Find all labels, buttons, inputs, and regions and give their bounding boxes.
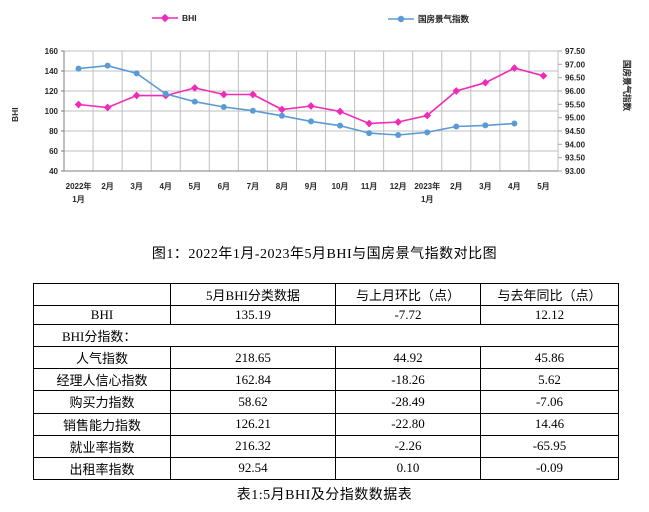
table-cell: -0.09	[480, 456, 619, 481]
table-header-cell: 5月BHI分类数据	[170, 282, 336, 307]
table-row: BHI分指数：	[33, 323, 619, 348]
svg-text:1月: 1月	[72, 195, 84, 204]
row-label: 出租率指数	[33, 456, 171, 481]
table-cell: 216.32	[170, 434, 336, 458]
right-axis-title: 国房景气指数	[622, 60, 632, 112]
svg-text:8月: 8月	[276, 182, 288, 191]
bhi-comparison-chart: BHI 国房景气指数 160 140 120 100 80 60 40 97.50 97.00 96…	[0, 0, 649, 235]
svg-text:2022年: 2022年	[66, 181, 92, 191]
svg-text:100: 100	[45, 107, 59, 116]
table-cell: 126.21	[170, 412, 336, 436]
svg-text:2月: 2月	[101, 182, 113, 191]
svg-text:6月: 6月	[218, 182, 230, 191]
table-row: 购买力指数 58.62 -28.49 -7.06	[33, 390, 619, 414]
table-row: 人气指数 218.65 44.92 45.86	[33, 346, 619, 370]
table-cell: -2.26	[335, 434, 481, 458]
svg-text:4月: 4月	[159, 182, 171, 191]
table-cell: 5.62	[480, 368, 619, 392]
table-header-cell	[33, 282, 171, 307]
svg-text:2023年: 2023年	[414, 181, 440, 191]
row-label: 经理人信心指数	[33, 368, 171, 392]
svg-text:4月: 4月	[508, 182, 520, 191]
svg-text:60: 60	[49, 147, 58, 156]
row-label: 就业率指数	[33, 434, 171, 458]
row-label: 人气指数	[33, 346, 171, 370]
table-cell: 92.54	[170, 456, 336, 481]
svg-text:95.00: 95.00	[565, 114, 586, 123]
table-cell: 58.62	[170, 390, 336, 414]
svg-text:94.50: 94.50	[565, 127, 586, 136]
svg-text:95.50: 95.50	[565, 100, 586, 109]
svg-text:3月: 3月	[479, 182, 491, 191]
table-cell: 135.19	[170, 305, 336, 325]
svg-text:93.00: 93.00	[565, 167, 586, 176]
svg-text:5月: 5月	[537, 182, 549, 191]
row-label: 销售能力指数	[33, 412, 171, 436]
table-row: 出租率指数 92.54 0.10 -0.09	[33, 456, 619, 481]
table-cell: 218.65	[170, 346, 336, 370]
svg-text:80: 80	[49, 127, 58, 136]
table-cell: -22.80	[335, 412, 481, 436]
table-caption: 表1:5月BHI及分指数数据表	[236, 488, 413, 503]
table-cell: 45.86	[480, 346, 619, 370]
row-label: BHI分指数：	[33, 323, 619, 348]
table-row: 经理人信心指数 162.84 -18.26 5.62	[33, 368, 619, 392]
table-row: BHI 135.19 -7.72 12.12	[33, 305, 619, 325]
table-cell: 0.10	[335, 456, 481, 481]
row-label: BHI	[33, 305, 171, 325]
table-header-row: 5月BHI分类数据 与上月环比（点） 与去年同比（点）	[33, 282, 619, 307]
table-header-cell: 与去年同比（点）	[480, 282, 619, 307]
table-cell: -28.49	[335, 390, 481, 414]
svg-text:10月: 10月	[332, 182, 349, 191]
table-row: 就业率指数 216.32 -2.26 -65.95	[33, 434, 619, 458]
svg-text:120: 120	[45, 87, 59, 96]
svg-text:94.00: 94.00	[565, 140, 586, 149]
svg-text:5月: 5月	[189, 182, 201, 191]
table-cell: -7.72	[335, 305, 481, 325]
svg-text:3月: 3月	[130, 182, 142, 191]
svg-text:140: 140	[45, 67, 59, 76]
table-cell: 12.12	[480, 305, 619, 325]
svg-text:11月: 11月	[361, 182, 377, 191]
svg-text:2月: 2月	[450, 182, 462, 191]
svg-text:40: 40	[49, 167, 58, 176]
bhi-data-table: 5月BHI分类数据 与上月环比（点） 与去年同比（点） BHI 135.19 -7.72 1…	[33, 282, 619, 481]
table-header-cell: 与上月环比（点）	[335, 282, 481, 307]
table-cell: -18.26	[335, 368, 481, 392]
svg-text:96.50: 96.50	[565, 74, 586, 83]
svg-text:7月: 7月	[247, 182, 259, 191]
legend-circle-marker-icon	[388, 15, 414, 23]
table-cell: 44.92	[335, 346, 481, 370]
svg-text:12月: 12月	[390, 182, 407, 191]
line-chart-plot: 160 140 120 100 80 60 40 97.50 97.00 96.50 96.00 95…	[45, 47, 586, 204]
legend-diamond-marker-icon	[152, 13, 178, 23]
svg-text:96.00: 96.00	[565, 87, 586, 96]
legend-item-bhi: BHI	[152, 13, 197, 23]
svg-text:9月: 9月	[305, 182, 317, 191]
svg-text:1月: 1月	[421, 195, 433, 204]
legend-item-guofang: 国房景气指数	[388, 13, 469, 25]
svg-text:160: 160	[45, 47, 59, 56]
legend-label: 国房景气指数	[418, 14, 470, 24]
svg-text:97.00: 97.00	[565, 60, 586, 69]
figure-caption: 图1：2022年1月-2023年5月BHI与国房景气指数对比图	[151, 247, 498, 262]
table-row: 销售能力指数 126.21 -22.80 14.46	[33, 412, 619, 436]
legend-label: BHI	[182, 13, 197, 23]
svg-text:97.50: 97.50	[565, 47, 586, 56]
table-cell: 14.46	[480, 412, 619, 436]
table-cell: -7.06	[480, 390, 619, 414]
svg-text:93.50: 93.50	[565, 154, 586, 163]
left-axis-title: BHI	[10, 107, 20, 122]
table-cell: -65.95	[480, 434, 619, 458]
row-label: 购买力指数	[33, 390, 171, 414]
table-cell: 162.84	[170, 368, 336, 392]
